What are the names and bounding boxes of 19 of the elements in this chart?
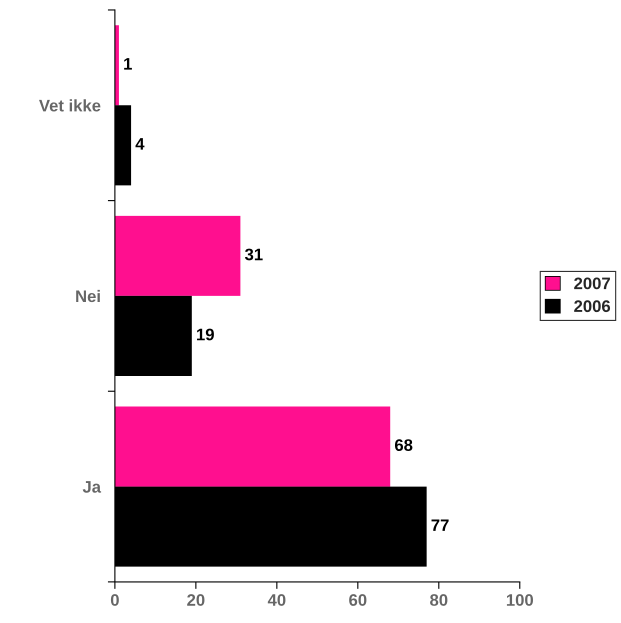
y-tick-label: Vet ikke	[39, 99, 100, 112]
legend-label: 2006	[574, 300, 610, 312]
data-label: 4	[136, 138, 144, 150]
y-tick-label: Nei	[76, 290, 100, 302]
x-tick-label: 0	[110, 594, 119, 606]
data-label: 19	[197, 328, 214, 340]
x-tick-label: 80	[430, 594, 448, 606]
data-label: 68	[394, 439, 412, 452]
x-tick-label: 20	[187, 594, 204, 606]
y-tick-label: Ja	[82, 481, 102, 493]
data-label: 31	[244, 248, 263, 260]
data-label: 77	[432, 519, 449, 531]
bar	[114, 216, 240, 296]
legend-label: 2007	[574, 277, 610, 290]
x-tick-label: 100	[506, 594, 533, 606]
x-tick-label: 60	[349, 594, 366, 606]
x-tick-label: 40	[268, 594, 286, 606]
data-label: 1	[124, 58, 132, 70]
bar	[114, 406, 390, 487]
